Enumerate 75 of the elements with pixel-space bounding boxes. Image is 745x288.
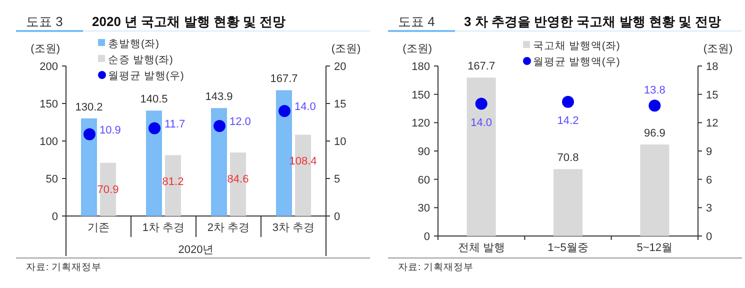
y2-tick-label: 15 [706,89,718,102]
x-tick-label: 3차 추경 [272,222,315,234]
y-axis-title: (조원) [402,43,432,55]
legend-label: 순증 발행(좌) [108,54,173,66]
x-axis-title: 2020년 [178,244,214,256]
data-label: 70.9 [97,184,119,196]
y2-tick-label: 12 [706,118,718,130]
y-tick-label: 180 [412,61,430,73]
data-label: 14.0 [294,101,316,113]
data-label: 14.0 [470,116,492,129]
y2-tick-label: 20 [334,61,346,73]
data-label: 14.2 [557,114,579,127]
y2-tick-label: 5 [334,174,340,186]
x-tick-label: 기존 [88,222,110,234]
data-label: 12.0 [230,116,251,128]
bar [146,110,162,216]
point [278,105,290,117]
y2-tick-label: 0 [334,211,340,223]
x-tick-label: 1차 추경 [142,222,185,234]
bar [466,78,496,236]
y-tick-label: 60 [418,174,430,186]
data-label: 167.7 [270,73,298,86]
y2-tick-label: 18 [706,61,718,73]
data-label: 70.8 [557,152,579,164]
y2-tick-label: 10 [334,136,346,148]
data-label: 140.5 [140,94,168,106]
data-label: 143.9 [205,91,233,104]
y-tick-label: 150 [412,89,430,102]
legend-label: 총발행(좌) [108,38,159,50]
legend-label: 월평균 발행액(우) [533,56,620,68]
text: 도표 3 [26,14,63,29]
y-tick-label: 200 [40,61,58,73]
chart-title: 3 차 추경을 반영한 국고채 발행 현황 및 전망 [464,14,722,29]
y-tick-label: 150 [40,98,58,110]
y-tick-label: 100 [40,136,58,148]
data-label: 84.6 [227,174,249,186]
point [84,128,96,140]
bar [276,90,292,216]
data-label: 11.7 [164,118,186,130]
data-label: 13.8 [644,84,666,97]
y-tick-label: 120 [412,118,430,130]
y-tick-label: 90 [418,146,430,158]
x-tick-label: 2차 추경 [207,222,250,234]
x-tick-label: 전체 발행 [458,242,505,254]
bar [211,108,227,216]
text: 자료: 기획재정부 [398,262,474,273]
y2-tick-label: 15 [334,98,346,110]
y2-tick-label: 6 [706,174,712,186]
point [214,120,226,132]
bar [640,144,670,236]
data-label: 167.7 [468,60,496,73]
y-tick-label: 30 [418,202,430,215]
bar [81,118,97,216]
y-tick-label: 50 [46,174,58,186]
point [148,122,160,134]
y-tick-label: 0 [52,211,58,223]
chart-title: 2020 년 국고채 발행 현황 및 전망 [92,14,286,29]
y2-tick-label: 9 [706,146,712,158]
data-label: 130.2 [75,101,103,114]
y-tick-label: 0 [424,231,430,243]
text: 도표 4 [398,14,435,29]
text: 자료: 기획재정부 [26,262,102,273]
data-label: 10.9 [100,124,121,136]
data-label: 81.2 [162,176,184,188]
x-tick-label: 1~5월중 [548,242,588,254]
legend-label: 월평균 발행(우) [108,70,184,82]
data-label: 96.9 [644,127,666,140]
y2-tick-label: 3 [706,202,712,215]
legend-label: 국고채 발행액(좌) [533,40,620,52]
x-tick-label: 5~12월 [636,242,673,254]
bar [554,169,582,236]
y2-tick-label: 0 [706,231,712,243]
y-axis-title: (조원) [30,43,60,55]
y2-axis-title: (조원) [703,43,733,55]
y2-axis-title: (조원) [331,43,361,55]
